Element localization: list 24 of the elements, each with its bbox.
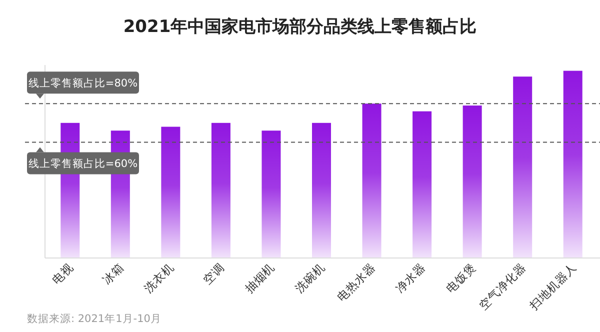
x-tick-label: 冰箱 bbox=[100, 260, 127, 288]
ref-line-label: 线上零售额占比=60% bbox=[28, 157, 138, 170]
bar bbox=[412, 111, 432, 258]
bar bbox=[312, 122, 331, 258]
x-tick-label: 洗衣机 bbox=[141, 260, 177, 296]
bar bbox=[362, 104, 382, 258]
bar bbox=[563, 70, 582, 258]
bar bbox=[513, 76, 532, 258]
x-tick-label: 空调 bbox=[200, 260, 228, 288]
bar bbox=[462, 106, 482, 258]
x-tick-label: 电饭煲 bbox=[443, 260, 478, 296]
bar bbox=[262, 130, 281, 258]
x-tick-label: 洗碗机 bbox=[292, 260, 328, 296]
x-tick-label: 抽烟机 bbox=[242, 260, 278, 296]
x-tick-label: 电热水器 bbox=[334, 260, 378, 304]
chart-title: 2021年中国家电市场部分品类线上零售额占比 bbox=[123, 17, 477, 37]
bar bbox=[211, 122, 230, 258]
bar bbox=[161, 126, 180, 258]
ref-label: 线上零售额占比=60% bbox=[27, 147, 139, 174]
source-note: 数据来源: 2021年1月-10月 bbox=[27, 312, 162, 325]
x-tick-label: 电视 bbox=[49, 260, 76, 288]
x-tick-label: 净水器 bbox=[392, 260, 428, 296]
ref-line-label: 线上零售额占比=80% bbox=[28, 76, 138, 90]
ref-label: 线上零售额占比=80% bbox=[27, 72, 139, 99]
